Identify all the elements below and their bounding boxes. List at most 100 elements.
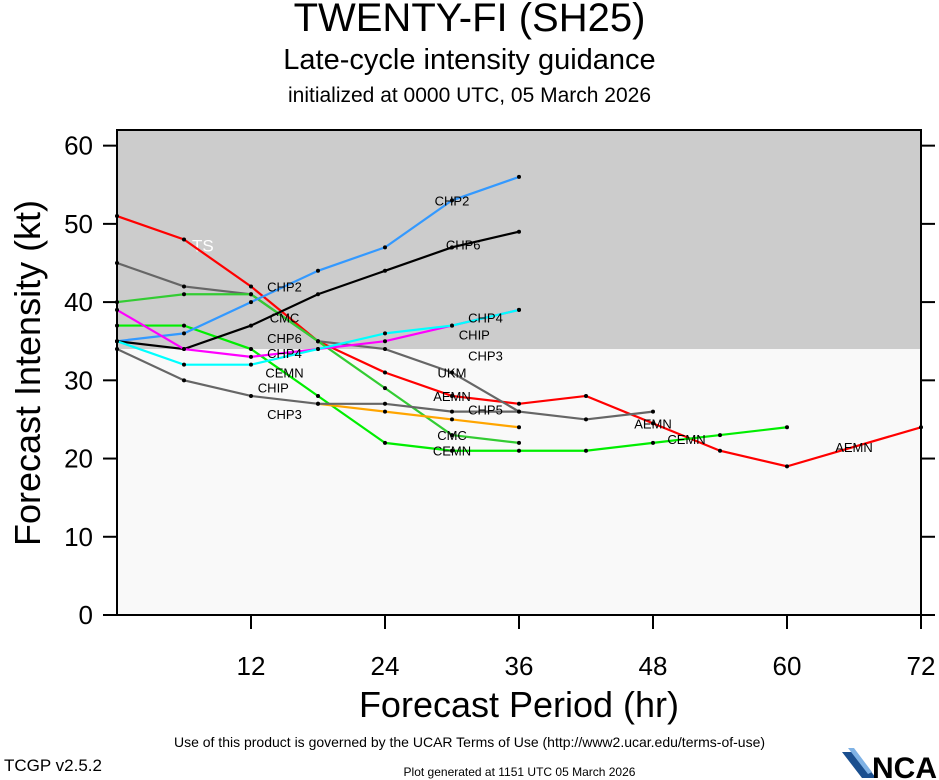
y-tick-label: 0	[79, 600, 93, 630]
x-tick-label: 48	[639, 651, 668, 681]
data-point	[182, 323, 186, 328]
chart-subtitle: Late-cycle intensity guidance	[283, 44, 656, 76]
series-label: CHP6	[267, 331, 302, 346]
series-label: CHP4	[267, 346, 302, 361]
data-point	[584, 417, 588, 422]
data-point	[249, 354, 253, 359]
ncar-logo: NCAR	[842, 748, 937, 780]
series-label: CEMN	[433, 444, 471, 459]
y-tick-label: 40	[64, 287, 93, 317]
data-point	[450, 409, 454, 414]
x-tick-label: 60	[773, 651, 802, 681]
data-point	[517, 229, 521, 234]
data-point	[182, 292, 186, 297]
below-threshold-region	[117, 349, 921, 615]
data-point	[450, 417, 454, 422]
data-point	[383, 370, 387, 375]
series-label: CHIP	[459, 327, 490, 342]
data-point	[584, 448, 588, 453]
data-point	[383, 440, 387, 445]
data-point	[651, 440, 655, 445]
data-point	[316, 393, 320, 398]
data-point	[383, 245, 387, 250]
data-point	[249, 323, 253, 328]
data-point	[651, 409, 655, 414]
data-point	[450, 198, 454, 203]
data-point	[182, 284, 186, 289]
series-label: UKM	[438, 366, 467, 381]
init-time: initialized at 0000 UTC, 05 March 2026	[287, 84, 652, 107]
data-point	[316, 292, 320, 297]
chart-title: TWENTY-FI (SH25)	[293, 0, 646, 40]
series-label: CHP4	[468, 311, 503, 326]
x-tick-label: 72	[907, 651, 936, 681]
data-point	[383, 386, 387, 391]
terms-of-use: Use of this product is governed by the U…	[173, 734, 766, 750]
x-tick-label: 24	[371, 651, 400, 681]
data-point	[517, 307, 521, 312]
data-point	[517, 440, 521, 445]
data-point	[383, 401, 387, 406]
data-point	[383, 339, 387, 344]
data-point	[383, 268, 387, 273]
series-label: CMC	[437, 428, 467, 443]
series-label: CHP3	[267, 407, 302, 422]
series-line-aemn	[116, 215, 922, 468]
data-point	[517, 425, 521, 430]
data-point	[383, 347, 387, 352]
series-label: CHP5	[468, 402, 503, 417]
data-point	[517, 448, 521, 453]
data-point	[450, 245, 454, 250]
data-point	[718, 433, 722, 438]
data-point	[383, 331, 387, 336]
series-label: CEMN	[265, 366, 303, 381]
threshold-label: TS	[192, 236, 214, 255]
data-point	[450, 448, 454, 453]
data-point	[718, 448, 722, 453]
data-point	[249, 347, 253, 352]
data-point	[249, 284, 253, 289]
y-tick-label: 50	[64, 209, 93, 239]
series-line-chp5	[317, 402, 520, 429]
data-point	[316, 347, 320, 352]
data-point	[249, 292, 253, 297]
data-point	[316, 401, 320, 406]
x-tick-label: 36	[505, 651, 534, 681]
data-point	[249, 362, 253, 367]
data-point	[182, 378, 186, 383]
series-label: CHIP	[258, 380, 289, 395]
y-tick-label: 10	[64, 522, 93, 552]
above-threshold-region	[117, 130, 921, 350]
y-tick-label: 20	[64, 444, 93, 474]
y-axis-label: Forecast Intensity (kt)	[7, 200, 48, 546]
data-point	[517, 174, 521, 179]
series-label: CHP3	[468, 349, 503, 364]
x-tick-label: 12	[237, 651, 266, 681]
data-point	[383, 409, 387, 414]
series-label: CMC	[270, 311, 300, 326]
data-point	[182, 331, 186, 336]
data-point	[450, 370, 454, 375]
data-point	[785, 425, 789, 430]
svg-text:NCAR: NCAR	[872, 752, 937, 780]
data-point	[182, 347, 186, 352]
generated-time: Plot generated at 1151 UTC 05 March 2026	[403, 765, 636, 779]
series-label: AEMN	[433, 389, 471, 404]
data-point	[450, 323, 454, 328]
version-label: TCGP v2.5.2	[4, 756, 102, 775]
data-point	[450, 433, 454, 438]
x-axis-label: Forecast Period (hr)	[359, 684, 679, 725]
data-point	[785, 464, 789, 469]
data-point	[249, 300, 253, 305]
series-label: CEMN	[667, 432, 705, 447]
data-point	[517, 409, 521, 414]
data-point	[316, 268, 320, 273]
data-point	[182, 362, 186, 367]
data-point	[316, 339, 320, 344]
series-label: CHP2	[267, 279, 302, 294]
series-label: AEMN	[634, 416, 672, 431]
y-tick-label: 60	[64, 131, 93, 161]
data-point	[651, 421, 655, 426]
series-label: CHP2	[435, 193, 470, 208]
